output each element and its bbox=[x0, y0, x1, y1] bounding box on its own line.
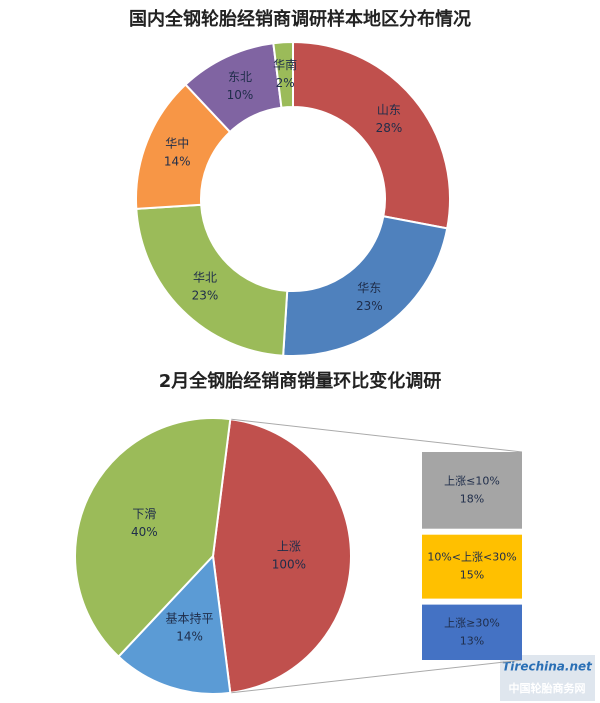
bar-value-label: 15% bbox=[460, 569, 484, 582]
watermark-box bbox=[500, 655, 595, 701]
bar-label: 上涨≥30% bbox=[444, 616, 500, 629]
connector-line bbox=[230, 418, 523, 453]
donut-slice bbox=[292, 40, 451, 230]
slice-label: 华中 bbox=[165, 136, 189, 151]
bar-segment bbox=[422, 604, 522, 660]
bar-value-label: 13% bbox=[460, 634, 484, 647]
chart-title: 2月全钢胎经销商销量环比变化调研 bbox=[159, 370, 442, 392]
slice-value-label: 23% bbox=[356, 299, 383, 313]
slice-value-label: 2% bbox=[276, 76, 295, 90]
slice-value-label: 40% bbox=[131, 525, 158, 539]
pie-slice bbox=[211, 417, 352, 695]
watermark-text: 中国轮胎商务网 bbox=[509, 681, 586, 695]
slice-value-label: 14% bbox=[164, 155, 191, 169]
slice-label: 华北 bbox=[193, 271, 217, 285]
connector-line bbox=[230, 659, 523, 694]
slice-label: 下滑 bbox=[132, 507, 156, 521]
slice-label: 山东 bbox=[377, 103, 401, 117]
donut-slice bbox=[135, 203, 289, 357]
slice-value-label: 14% bbox=[176, 630, 203, 644]
slice-value-label: 10% bbox=[227, 88, 254, 102]
watermark-logo: Tirechina.net bbox=[502, 660, 593, 674]
slice-value-label: 28% bbox=[376, 121, 403, 135]
pie-slice bbox=[74, 417, 232, 659]
slice-label: 基本持平 bbox=[166, 611, 214, 626]
bar-label: 上涨≤10% bbox=[444, 474, 500, 487]
slice-value-label: 100% bbox=[272, 558, 306, 572]
slice-label: 东北 bbox=[228, 70, 252, 84]
donut-slice bbox=[282, 215, 449, 357]
bar-label: 10%<上涨<30% bbox=[427, 551, 516, 564]
donut-slice bbox=[272, 40, 294, 109]
slice-label: 上涨 bbox=[277, 539, 301, 554]
slice-label: 华东 bbox=[357, 281, 381, 295]
slice-label: 华南 bbox=[273, 57, 297, 72]
chart-title: 国内全钢轮胎经销商调研样本地区分布情况 bbox=[129, 8, 471, 30]
bar-segment bbox=[422, 534, 522, 599]
pie-slice bbox=[117, 553, 232, 695]
bar-segment bbox=[422, 452, 522, 529]
slice-value-label: 23% bbox=[192, 289, 219, 303]
bar-value-label: 18% bbox=[460, 492, 484, 505]
